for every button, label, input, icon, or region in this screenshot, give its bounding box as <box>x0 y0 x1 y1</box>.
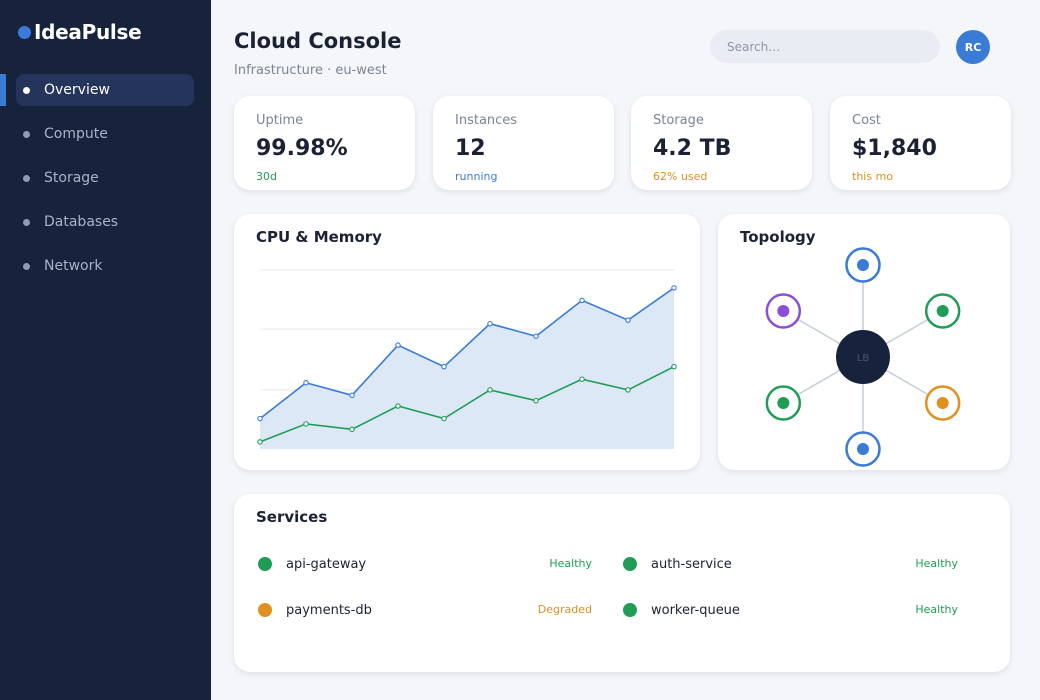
hub-label: LB <box>857 353 870 364</box>
data-point <box>625 317 631 323</box>
active-indicator <box>0 74 6 106</box>
stat-value: 99.98% <box>256 136 348 161</box>
data-point <box>487 320 493 327</box>
chart-title: CPU & Memory <box>256 228 382 246</box>
stat-value: 12 <box>455 136 486 161</box>
data-point <box>671 363 677 370</box>
data-point <box>395 342 401 348</box>
stat-sub: running <box>455 170 498 183</box>
topology-node[interactable] <box>845 247 881 283</box>
topology-card: Topology LB <box>718 214 1010 470</box>
topology-node[interactable] <box>924 385 961 421</box>
brand-name: IdeaPulse <box>34 20 142 44</box>
stat-card-instances: Instances 12 running <box>433 96 614 190</box>
topology-title: Topology <box>740 228 816 246</box>
data-point <box>441 363 447 370</box>
bullet-icon <box>23 86 30 94</box>
service-status: Degraded <box>537 603 592 616</box>
sidebar-item-label: Network <box>44 258 103 274</box>
services-title: Services <box>256 508 328 526</box>
service-status: Healthy <box>915 557 958 570</box>
stat-label: Storage <box>653 113 704 128</box>
bullet-icon <box>23 262 30 270</box>
status-dot-icon <box>258 557 272 571</box>
topology-hub[interactable]: LB <box>836 330 890 384</box>
sidebar-item-databases[interactable]: Databases <box>16 206 194 238</box>
service-name: worker-queue <box>651 602 740 618</box>
data-point <box>533 333 539 339</box>
cpu-memory-chart <box>257 269 677 449</box>
service-status: Healthy <box>915 603 958 616</box>
service-row[interactable]: worker-queue <box>623 600 740 620</box>
page-title: Cloud Console <box>234 29 402 53</box>
page-subtitle: Infrastructure · eu-west <box>234 63 387 78</box>
service-row[interactable]: api-gateway <box>258 554 366 574</box>
stat-label: Instances <box>455 113 518 128</box>
data-point <box>257 415 263 422</box>
service-name: payments-db <box>286 602 372 618</box>
search-input[interactable] <box>710 30 940 63</box>
stat-card-storage: Storage 4.2 TB 62% used <box>631 96 812 190</box>
sidebar-item-label: Overview <box>44 82 110 98</box>
data-point <box>303 421 309 427</box>
service-name: auth-service <box>651 556 732 572</box>
sidebar: IdeaPulse Overview Compute Storage Database… <box>0 0 211 700</box>
status-dot-icon <box>258 603 272 617</box>
sidebar-item-network[interactable]: Network <box>16 250 194 282</box>
stat-card-uptime: Uptime 99.98% 30d <box>234 96 415 190</box>
service-row[interactable]: auth-service <box>623 554 732 574</box>
status-dot-icon <box>623 603 637 617</box>
sidebar-item-label: Databases <box>44 214 119 230</box>
status-dot-icon <box>623 557 637 571</box>
data-point <box>625 387 631 393</box>
stat-sub: this mo <box>852 170 894 183</box>
series-line-1 <box>259 365 675 443</box>
bullet-icon <box>23 218 30 226</box>
series-line-0 <box>259 287 675 420</box>
data-point <box>349 392 355 399</box>
topology-diagram: LB <box>765 247 961 467</box>
series-area-0 <box>260 287 674 449</box>
service-row[interactable]: payments-db <box>258 600 372 620</box>
brand-logo[interactable]: IdeaPulse <box>18 20 142 44</box>
data-point <box>257 439 263 445</box>
data-point <box>533 397 539 404</box>
data-point <box>579 376 585 382</box>
stat-label: Cost <box>852 113 881 128</box>
stat-label: Uptime <box>256 113 304 128</box>
data-point <box>303 380 309 386</box>
cpu-memory-card: CPU & Memory <box>234 214 700 470</box>
sidebar-item-overview[interactable]: Overview <box>16 74 194 106</box>
sidebar-item-label: Compute <box>44 126 108 142</box>
services-card: Services api-gateway Healthy auth-service H… <box>234 494 1010 672</box>
data-point <box>395 403 401 409</box>
stat-card-cost: Cost $1,840 this mo <box>830 96 1011 190</box>
stat-value: 4.2 TB <box>653 136 732 161</box>
data-point <box>579 297 585 304</box>
avatar[interactable]: RC <box>956 30 990 64</box>
service-name: api-gateway <box>286 556 367 572</box>
bullet-icon <box>23 130 30 138</box>
data-point <box>487 387 493 393</box>
sidebar-item-label: Storage <box>44 170 99 186</box>
topology-node[interactable] <box>924 293 961 329</box>
topology-node[interactable] <box>765 293 802 329</box>
service-status: Healthy <box>549 557 592 570</box>
topology-node[interactable] <box>765 385 802 421</box>
sidebar-item-compute[interactable]: Compute <box>16 118 194 150</box>
data-point <box>441 415 447 422</box>
stat-sub: 30d <box>256 170 277 183</box>
stat-sub: 62% used <box>653 170 708 183</box>
logo-dot-icon <box>18 25 31 39</box>
stat-value: $1,840 <box>852 136 937 161</box>
bullet-icon <box>23 174 30 182</box>
data-point <box>671 285 677 291</box>
topology-node[interactable] <box>845 431 881 467</box>
data-point <box>349 426 355 433</box>
sidebar-item-storage[interactable]: Storage <box>16 162 194 194</box>
